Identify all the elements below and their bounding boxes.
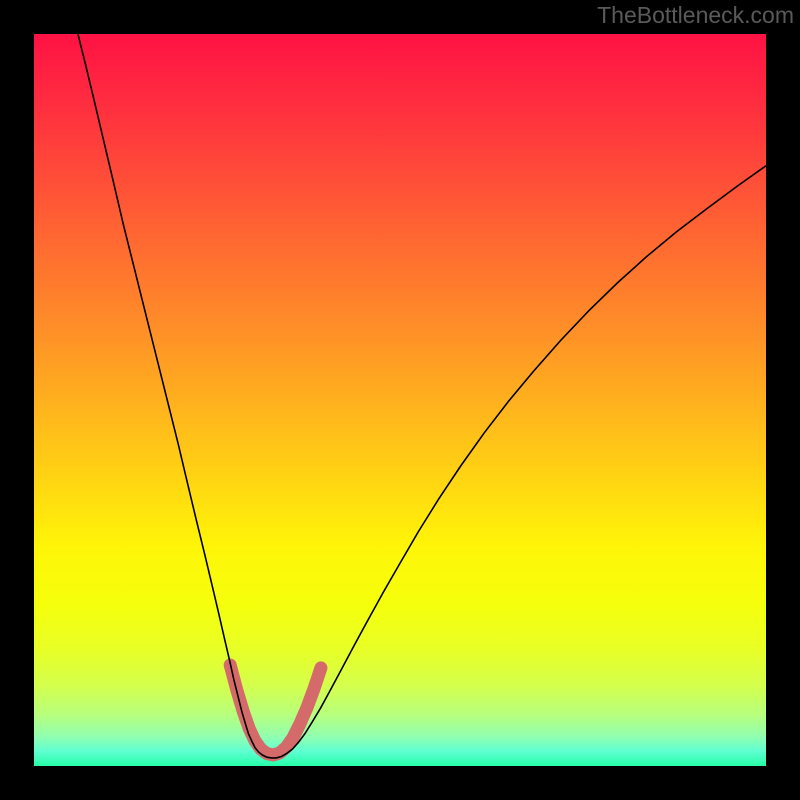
- highlight-trace: [230, 665, 321, 755]
- curve-overlay: [34, 34, 766, 766]
- watermark-text: TheBottleneck.com: [597, 2, 794, 29]
- plot-area: [34, 34, 766, 766]
- bottleneck-curve: [78, 34, 766, 758]
- chart-container: TheBottleneck.com: [0, 0, 800, 800]
